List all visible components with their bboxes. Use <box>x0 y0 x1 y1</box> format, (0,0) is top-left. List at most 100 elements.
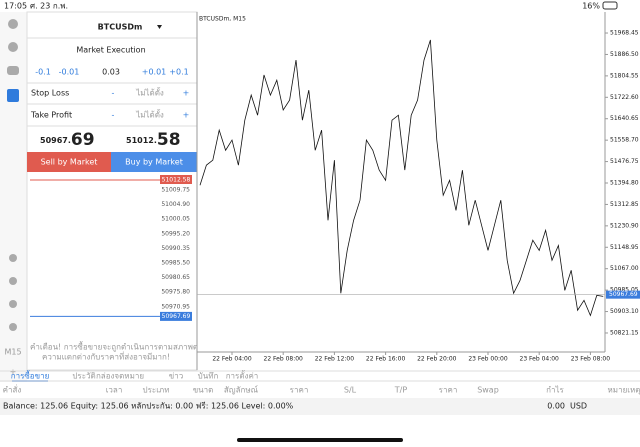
chart-title: BTCUSDm, M15 <box>199 16 246 23</box>
dropdown-arrow <box>157 25 162 29</box>
x-tick-label: 23 Feb 00:00 <box>468 356 508 363</box>
volume-step[interactable]: -0.01 <box>59 68 80 77</box>
current-price-label: 50967.69 <box>609 291 638 298</box>
volume-step[interactable]: -0.1 <box>35 68 51 77</box>
y-tick-label: 51722.60 <box>610 94 639 101</box>
column-header: กำไร <box>546 386 564 395</box>
sell-button[interactable] <box>27 152 111 172</box>
bid-box <box>160 311 192 321</box>
currency: USD <box>570 402 587 411</box>
y-tick-label: 51968.45 <box>610 30 639 37</box>
y-tick-label: 51476.75 <box>610 158 639 165</box>
tab[interactable]: ประวัติ <box>72 372 95 381</box>
column-header: ราคา <box>439 386 458 395</box>
balance-bar <box>0 398 640 415</box>
column-header: หมายเหตุ <box>608 386 640 395</box>
y-tick-label: 51148.95 <box>610 244 639 251</box>
table-header: คำสั่ง เวลา ประเภท ขนาด สัญลักษณ์ ราคา S/L T/P ร… <box>3 384 640 395</box>
x-tick-label: 22 Feb 16:00 <box>366 356 406 363</box>
tab[interactable]: การซื้อขาย <box>11 370 50 381</box>
ladder-price: 50995.20 <box>161 230 190 237</box>
y-tick-label: 51394.80 <box>610 180 639 187</box>
ladder-price: 50970.95 <box>161 303 190 310</box>
column-header: T/P <box>394 386 408 395</box>
column-header: ขนาด <box>193 386 214 395</box>
ladder-price: 50985.50 <box>161 260 190 267</box>
symbol[interactable]: BTCUSDm <box>98 23 143 32</box>
date: ศ. 23 ก.พ. <box>30 2 68 11</box>
x-tick-label: 22 Feb 12:00 <box>315 356 355 363</box>
y-tick-label: 51640.65 <box>610 115 639 122</box>
bid-big: 69 <box>71 130 95 150</box>
plus[interactable]: + <box>183 111 190 120</box>
sidebar-icons <box>7 19 19 331</box>
column-header: สัญลักษณ์ <box>224 385 259 395</box>
tab[interactable]: ข่าว <box>169 372 183 381</box>
profit: 0.00 <box>547 402 565 411</box>
column-header: Swap <box>477 386 499 395</box>
buy-button[interactable] <box>111 152 197 172</box>
x-tick-label: 23 Feb 08:00 <box>571 356 611 363</box>
ladder-price: 50990.35 <box>161 245 190 252</box>
tab[interactable]: การตั้งค่า <box>226 370 259 381</box>
time: 17:05 <box>4 2 27 11</box>
bid-main: 50967. <box>40 136 71 145</box>
take-profit-label: Take Profit <box>30 111 72 120</box>
warning: ความแตกต่างกับราคาที่ส่งอาจมีมาก! <box>42 351 170 362</box>
ask-box <box>160 175 192 184</box>
ladder-ask: 51012.58 <box>162 177 191 184</box>
ladder-price: 51000.05 <box>161 216 190 223</box>
price-line <box>199 39 604 317</box>
warning: คำเตือน! การซื้อขายจะถูกดำเนินการตามสภาพ… <box>30 341 213 353</box>
ladder-price: 50980.65 <box>161 274 190 281</box>
bid-price: 50967.69 <box>40 130 95 150</box>
stop-loss-input[interactable]: ไม่ได้ตั้ง <box>135 87 164 98</box>
column-header: ประเภท <box>143 386 170 395</box>
add-button[interactable]: + <box>10 368 17 377</box>
battery: 16% <box>582 2 600 11</box>
execution[interactable]: Market Execution <box>76 46 145 55</box>
y-tick-label: 50985.05 <box>610 287 639 294</box>
y-tick-label: 51067.00 <box>610 265 639 272</box>
y-tick-label: 50821.15 <box>610 329 639 336</box>
y-tick-label: 51886.50 <box>610 51 639 58</box>
minus[interactable]: - <box>112 89 115 98</box>
home-indicator <box>237 438 403 442</box>
column-header: ราคา <box>290 386 309 395</box>
volume-step[interactable]: +0.01 <box>142 68 167 77</box>
ladder-price: 51009.75 <box>161 187 190 194</box>
chart: 51968.45 51886.50 51804.55 51722.60 51640.65… <box>196 12 640 370</box>
y-tick-label: 51230.90 <box>610 222 639 229</box>
sell-label[interactable]: Sell by Market <box>41 158 98 167</box>
x-tick-label: 22 Feb 08:00 <box>264 356 304 363</box>
battery-icon <box>602 1 618 10</box>
ladder-price: 50975.80 <box>161 289 190 296</box>
y-tick-label: 50903.10 <box>610 308 639 315</box>
tab[interactable]: บันทึก <box>198 372 219 381</box>
ladder-bid: 50967.69 <box>162 313 191 320</box>
y-tick-label: 51558.70 <box>610 137 639 144</box>
ask-big: 58 <box>157 130 181 150</box>
buy-label[interactable]: Buy by Market <box>125 158 183 167</box>
current-price-box <box>606 290 640 299</box>
ask-price: 51012.58 <box>126 130 181 150</box>
x-tick-label: 22 Feb 04:00 <box>212 356 252 363</box>
y-tick-label: 51312.85 <box>610 201 639 208</box>
minus[interactable]: - <box>112 111 115 120</box>
balance: Balance: 125.06 Equity: 125.06 หลักประกั… <box>3 402 294 411</box>
volume[interactable]: 0.03 <box>102 68 120 77</box>
x-tick-label: 22 Feb 20:00 <box>417 356 457 363</box>
column-header: S/L <box>344 386 357 395</box>
ladder-price: 51004.90 <box>161 201 190 208</box>
tab[interactable]: กล่องจดหมาย <box>96 372 144 381</box>
plus[interactable]: + <box>183 89 190 98</box>
volume-step[interactable]: +0.1 <box>169 68 188 77</box>
timeframe[interactable]: M15 <box>4 348 21 357</box>
y-tick-label: 51804.55 <box>610 72 639 79</box>
take-profit-input[interactable]: ไม่ได้ตั้ง <box>135 109 164 120</box>
column-header: คำสั่ง <box>3 384 22 395</box>
chart-area <box>197 12 640 370</box>
price-ladder: 51012.58 51009.75 51004.90 51000.05 50995.20… <box>30 175 192 321</box>
